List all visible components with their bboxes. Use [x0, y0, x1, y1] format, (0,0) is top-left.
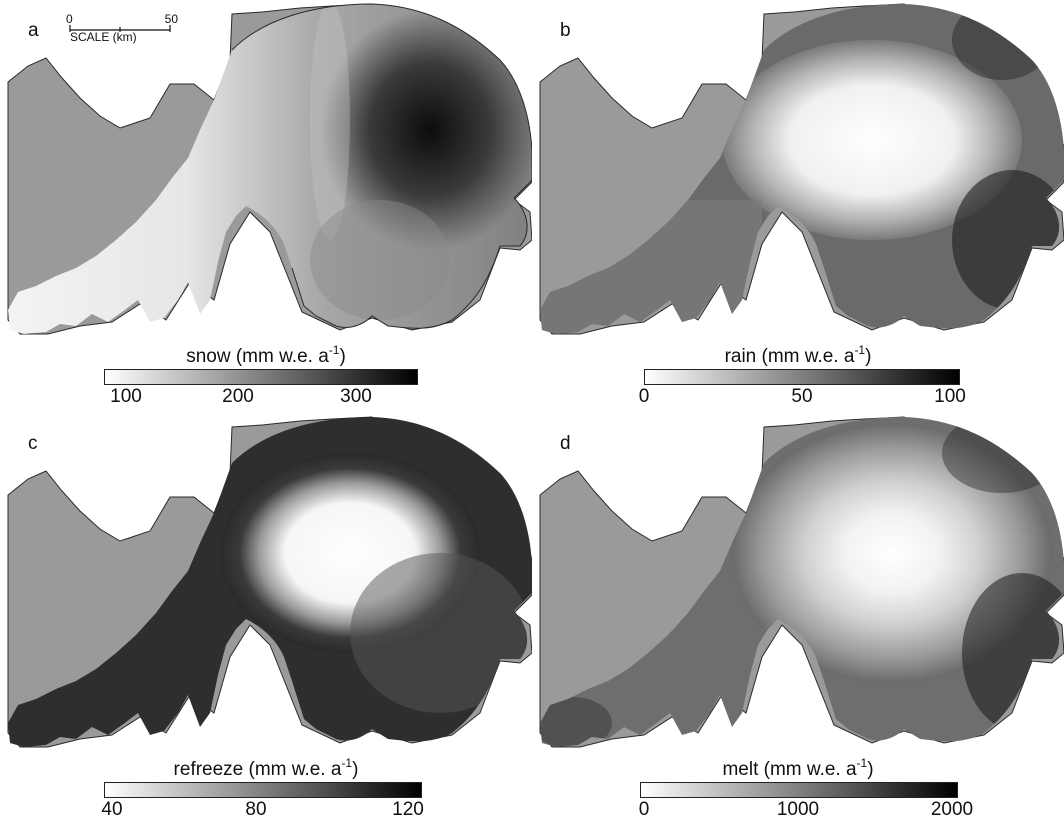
colorbar-close: )	[867, 759, 874, 780]
colorbar-units: (mm w.e. a	[235, 346, 329, 367]
colorbar-close: )	[352, 759, 359, 780]
colorbar-variable: melt	[722, 759, 759, 780]
colorbar-units: (mm w.e. a	[763, 759, 857, 780]
colorbar-title: snow (mm w.e. a-1)	[0, 343, 532, 368]
scale-bar-line	[69, 25, 171, 32]
colorbar-title: rain (mm w.e. a-1)	[532, 343, 1064, 368]
colorbar-exponent: -1	[341, 756, 353, 770]
colorbar-close: )	[865, 346, 872, 367]
map-snow	[7, 3, 532, 335]
colorbar-tick: 40	[101, 799, 123, 820]
colorbar	[640, 782, 958, 798]
colorbar-tick: 100	[110, 386, 142, 407]
colorbar-close: )	[339, 346, 346, 367]
panel-snow: a 0 50 SCALE (km) snow (mm w.e. a-1) 100…	[0, 0, 532, 412]
colorbar-tick: 2000	[930, 799, 974, 820]
colorbar-variable: snow	[186, 346, 231, 367]
colorbar-variable: refreeze	[173, 759, 244, 780]
colorbar-title: melt (mm w.e. a-1)	[532, 756, 1064, 781]
colorbar	[644, 369, 960, 385]
colorbar-title: refreeze (mm w.e. a-1)	[0, 756, 532, 781]
panel-melt: d melt (mm w.e. a-1) 0 1000 2000	[532, 413, 1064, 825]
panel-letter: b	[560, 20, 571, 41]
scale-label: SCALE (km)	[70, 30, 137, 44]
colorbar-exponent: -1	[856, 756, 868, 770]
map-rain	[539, 3, 1064, 335]
colorbar-tick: 0	[638, 386, 650, 407]
colorbar	[104, 369, 418, 385]
coastline	[231, 3, 532, 329]
colorbar-tick: 80	[245, 799, 267, 820]
colorbar-tick: 300	[340, 386, 372, 407]
colorbar-tick: 200	[222, 386, 254, 407]
colorbar-exponent: -1	[328, 343, 340, 357]
colorbar-exponent: -1	[854, 343, 866, 357]
map-refreeze	[7, 416, 532, 748]
colorbar-tick: 1000	[776, 799, 820, 820]
colorbar-variable: rain	[724, 346, 757, 367]
panel-letter: d	[560, 433, 571, 454]
scale-start: 0	[66, 12, 73, 26]
scale-bar: 0 50 SCALE (km)	[66, 12, 178, 52]
panel-letter: c	[28, 433, 38, 454]
colorbar-tick: 50	[791, 386, 813, 407]
colorbar-tick: 100	[934, 386, 966, 407]
panel-rain: b rain (mm w.e. a-1) 0 50 100	[532, 0, 1064, 412]
map-melt	[539, 416, 1064, 748]
colorbar-tick: 0	[638, 799, 650, 820]
colorbar-units: (mm w.e. a	[761, 346, 855, 367]
colorbar	[104, 782, 422, 798]
scale-end: 50	[164, 12, 178, 26]
colorbar-tick: 120	[392, 799, 424, 820]
colorbar-units: (mm w.e. a	[248, 759, 342, 780]
panel-refreeze: c refreeze (mm w.e. a-1) 40 80 120	[0, 413, 532, 825]
panel-letter: a	[28, 20, 39, 41]
